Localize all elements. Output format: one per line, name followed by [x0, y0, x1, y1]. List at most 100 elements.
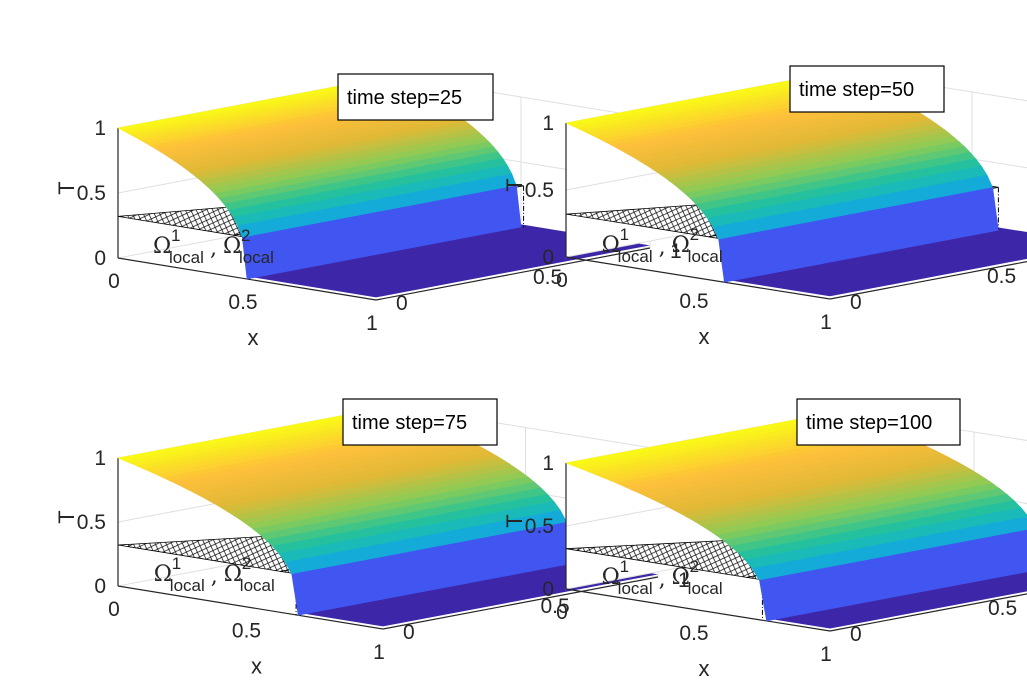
- comma: ,: [210, 236, 217, 261]
- x-axis-label: x: [699, 656, 710, 681]
- omega-symbol: Ω: [672, 565, 690, 590]
- subscript: local: [169, 248, 204, 267]
- surface-strip: [759, 529, 1027, 622]
- x-tick-label: 0: [556, 601, 568, 624]
- time-step-box: [789, 65, 945, 113]
- z-tick-label: 0: [94, 247, 106, 270]
- x-tick-label: 1: [820, 643, 832, 666]
- x-axis-label: x: [251, 654, 262, 679]
- superscript: 2: [690, 557, 699, 576]
- y-tick-label: 0.5: [987, 265, 1016, 288]
- x-tick-label: 0.5: [228, 291, 257, 314]
- z-tick-label: 1: [94, 117, 106, 140]
- superscript: 1: [172, 554, 181, 573]
- surface-plateau: [247, 224, 650, 298]
- y-tick-label: 0.5: [541, 595, 570, 618]
- z-tick-label: 0.5: [77, 511, 106, 534]
- omega-symbol: Ω: [602, 233, 620, 258]
- y-tick-label: 0.5: [988, 597, 1017, 620]
- superscript: 2: [242, 554, 251, 573]
- y-tick-label: 0: [403, 621, 415, 644]
- z-tick-label: 1: [542, 112, 554, 135]
- y-axis-line: [829, 593, 1027, 632]
- subscript: local: [688, 247, 723, 266]
- x-tick-label: 1: [373, 641, 385, 664]
- subscript: local: [688, 579, 723, 598]
- x-tick-label: 1: [820, 311, 832, 334]
- surface-plateau: [724, 227, 1027, 297]
- x-tick-label: 1: [366, 312, 378, 335]
- omega-symbol: Ω: [223, 234, 241, 259]
- subscript: local: [618, 579, 653, 598]
- y-tick-label: 0.5: [533, 266, 562, 289]
- superscript: 1: [171, 226, 180, 245]
- z-tick-label: 0: [542, 246, 554, 269]
- y-tick-label: 0: [850, 623, 862, 646]
- z-tick-label: 0: [94, 575, 106, 598]
- subscript: local: [240, 576, 275, 595]
- time-step-label: time step=50: [799, 79, 914, 101]
- superscript: 2: [690, 225, 699, 244]
- z-axis-label: T: [54, 181, 79, 194]
- superscript: 1: [620, 225, 629, 244]
- time-step-box: [342, 398, 498, 446]
- z-axis-label: T: [54, 510, 79, 523]
- surface-strip: [744, 507, 1027, 569]
- z-tick-label: 0.5: [77, 182, 106, 205]
- x-tick-label: 0: [108, 270, 120, 293]
- x-tick-label: 0: [556, 269, 568, 292]
- y-tick-label: 1: [670, 240, 682, 263]
- omega-symbol: Ω: [153, 234, 171, 259]
- time-step-label: time step=25: [347, 87, 462, 109]
- y-tick-label: 0: [850, 291, 862, 314]
- y-axis-line: [382, 576, 659, 630]
- superscript: 1: [620, 557, 629, 576]
- omega-symbol: Ω: [224, 562, 242, 587]
- surface-strip: [718, 187, 999, 283]
- time-step-box: [337, 73, 494, 121]
- z-axis-label: T: [502, 514, 527, 527]
- x-axis-line: [565, 588, 831, 632]
- omega-symbol: Ω: [672, 233, 690, 258]
- z-tick-label: 0.5: [525, 515, 554, 538]
- omega-symbol: Ω: [602, 565, 620, 590]
- x-axis-label: x: [248, 325, 259, 350]
- z-tick-label: 0.5: [525, 179, 554, 202]
- x-tick-label: 0: [108, 598, 120, 621]
- surface-strip: [242, 185, 522, 280]
- y-tick-label: 0: [396, 292, 408, 315]
- time-step-label: time step=75: [352, 412, 467, 434]
- z-tick-label: 1: [94, 447, 106, 470]
- x-axis-label: x: [699, 324, 710, 349]
- surface-strip: [751, 516, 1027, 581]
- subscript: local: [618, 247, 653, 266]
- time-step-box: [796, 398, 961, 446]
- y-tick-label: 1: [678, 569, 690, 592]
- y-axis-line: [375, 247, 651, 301]
- x-tick-label: 0.5: [679, 290, 708, 313]
- comma: ,: [659, 567, 666, 592]
- x-tick-label: 0.5: [679, 622, 708, 645]
- subscript: local: [170, 576, 205, 595]
- superscript: 2: [241, 226, 250, 245]
- y-axis-line: [829, 261, 1027, 300]
- z-tick-label: 1: [542, 452, 554, 475]
- x-axis-line: [565, 256, 831, 300]
- comma: ,: [211, 564, 218, 589]
- z-tick-label: 0: [542, 578, 554, 601]
- x-axis-line: [117, 585, 384, 630]
- comma: ,: [659, 235, 666, 260]
- time-step-label: time step=100: [806, 412, 932, 434]
- x-tick-label: 0.5: [232, 620, 261, 643]
- subscript: local: [239, 248, 274, 267]
- z-axis-label: T: [502, 178, 527, 191]
